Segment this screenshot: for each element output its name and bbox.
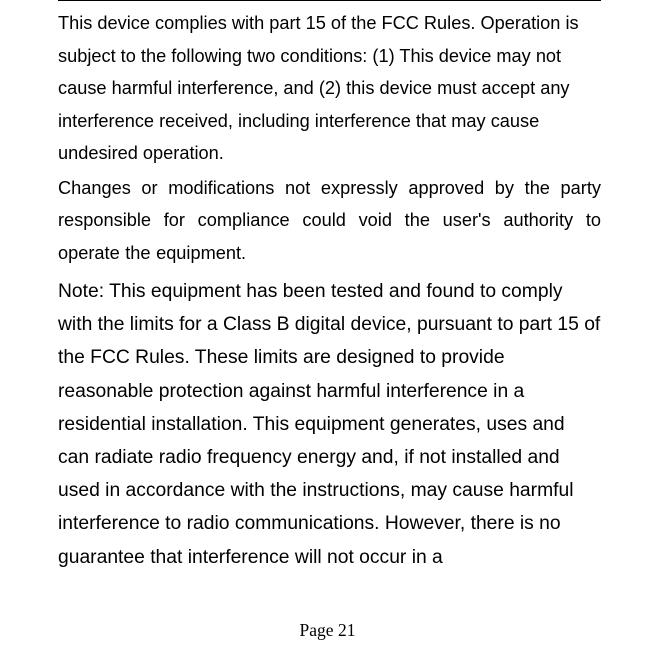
paragraph-modifications: Changes or modifications not expressly a… xyxy=(58,172,601,270)
paragraph-compliance: This device complies with part 15 of the… xyxy=(58,7,601,170)
document-page: This device complies with part 15 of the… xyxy=(0,0,655,649)
page-number: Page 21 xyxy=(0,620,655,641)
paragraph-note: Note: This equipment has been tested and… xyxy=(58,275,601,574)
top-rule xyxy=(58,0,601,1)
